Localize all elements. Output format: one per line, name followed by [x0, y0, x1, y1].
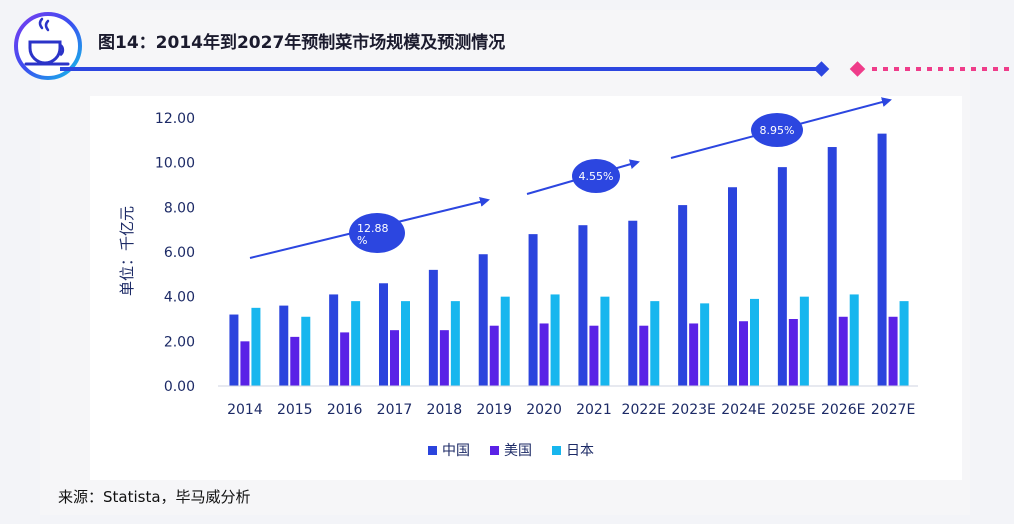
bar-japan	[301, 316, 311, 386]
x-tick-label: 2018	[427, 402, 463, 418]
bar-china	[279, 305, 289, 386]
bar-japan	[401, 301, 410, 386]
bar-usa	[639, 325, 649, 386]
bar-usa	[439, 330, 449, 386]
legend-swatch	[428, 446, 437, 455]
x-tick-label: 2014	[227, 402, 263, 418]
title-divider	[60, 61, 1014, 77]
bar-china	[578, 225, 588, 386]
x-tick-label: 2015	[277, 402, 313, 418]
divider-diamond-pink	[849, 61, 866, 77]
bar-usa	[240, 341, 250, 386]
x-tick-label: 2020	[526, 402, 562, 418]
x-tick-label: 2019	[476, 402, 512, 418]
source-note: 来源：Statista，毕马威分析	[58, 488, 251, 506]
bar-japan	[750, 298, 759, 386]
legend: 中国 美国 日本	[428, 443, 594, 459]
bar-china	[777, 167, 787, 386]
growth-bubble	[572, 159, 620, 193]
y-tick-label: 4.00	[164, 290, 195, 306]
x-tick-label: 2026E	[821, 402, 865, 418]
x-tick-label: 2024E	[721, 402, 765, 418]
bar-usa	[739, 321, 748, 386]
bar-china	[678, 205, 688, 386]
bar-japan	[251, 307, 261, 386]
y-tick-label: 6.00	[164, 245, 195, 261]
y-tick-label: 8.00	[164, 200, 195, 216]
coffee-cup-icon	[14, 12, 82, 80]
bar-japan	[351, 301, 361, 386]
bar-japan	[450, 301, 460, 386]
bar-usa	[290, 336, 300, 386]
x-tick-label: 2021	[576, 402, 612, 418]
page-title: 图14：2014年到2027年预制菜市场规模及预测情况	[98, 33, 506, 53]
growth-label: %	[357, 234, 367, 247]
x-tick-label: 2022E	[622, 402, 666, 418]
y-axis-ticks: 0.00 2.00 4.00 6.00 8.00 10.00 12.00	[155, 111, 195, 395]
bar-japan	[650, 301, 660, 386]
legend-label: 美国	[504, 443, 532, 459]
legend-label: 日本	[566, 443, 594, 459]
growth-bubble	[349, 213, 405, 253]
bar-china	[628, 220, 638, 386]
bar-china	[478, 254, 488, 386]
bar-usa	[390, 330, 399, 386]
chart-area	[90, 96, 962, 480]
x-tick-label: 2023E	[671, 402, 715, 418]
bar-china	[827, 147, 837, 386]
y-tick-label: 2.00	[164, 334, 195, 350]
x-tick-label: 2025E	[771, 402, 815, 418]
bar-japan	[500, 296, 510, 386]
divider-diamond-blue	[813, 61, 830, 77]
bars-group	[229, 133, 909, 386]
y-axis-label: 单位：千亿元	[118, 206, 136, 296]
bar-japan	[899, 301, 909, 386]
bar-china	[877, 133, 887, 386]
x-tick-label: 2027E	[871, 402, 915, 418]
growth-label: 8.95%	[760, 124, 795, 137]
y-tick-label: 0.00	[164, 379, 195, 395]
bar-usa	[689, 323, 699, 386]
y-tick-label: 10.00	[155, 156, 195, 172]
bar-japan	[799, 296, 809, 386]
bar-usa	[838, 316, 848, 386]
growth-bubble	[751, 113, 803, 147]
x-tick-label: 2017	[377, 402, 413, 418]
legend-swatch	[552, 446, 561, 455]
legend-swatch	[490, 446, 499, 455]
bar-china	[229, 314, 239, 386]
growth-annotations: 12.88% 4.55% 8.95%	[249, 97, 892, 259]
bar-china	[329, 294, 339, 386]
y-tick-label: 12.00	[155, 111, 195, 127]
legend-label: 中国	[442, 443, 470, 459]
bar-usa	[788, 319, 798, 386]
bar-usa	[340, 332, 350, 386]
bar-japan	[849, 294, 859, 386]
bar-japan	[700, 303, 710, 386]
bar-china	[528, 234, 538, 386]
logo	[8, 6, 88, 86]
bar-japan	[600, 296, 610, 386]
bar-usa	[539, 323, 549, 386]
bar-china	[728, 187, 737, 386]
growth-label: 12.88	[357, 222, 389, 235]
x-axis-ticks: 2014 2015 2016 2017 2018 2019 2020 2021 2022E 202…	[227, 402, 915, 418]
growth-label: 4.55%	[579, 170, 614, 183]
bar-usa	[888, 316, 898, 386]
bar-usa	[589, 325, 599, 386]
bar-usa	[489, 325, 499, 386]
bar-japan	[550, 294, 560, 386]
bar-china	[428, 269, 438, 386]
x-tick-label: 2016	[327, 402, 363, 418]
bar-china	[379, 283, 388, 386]
